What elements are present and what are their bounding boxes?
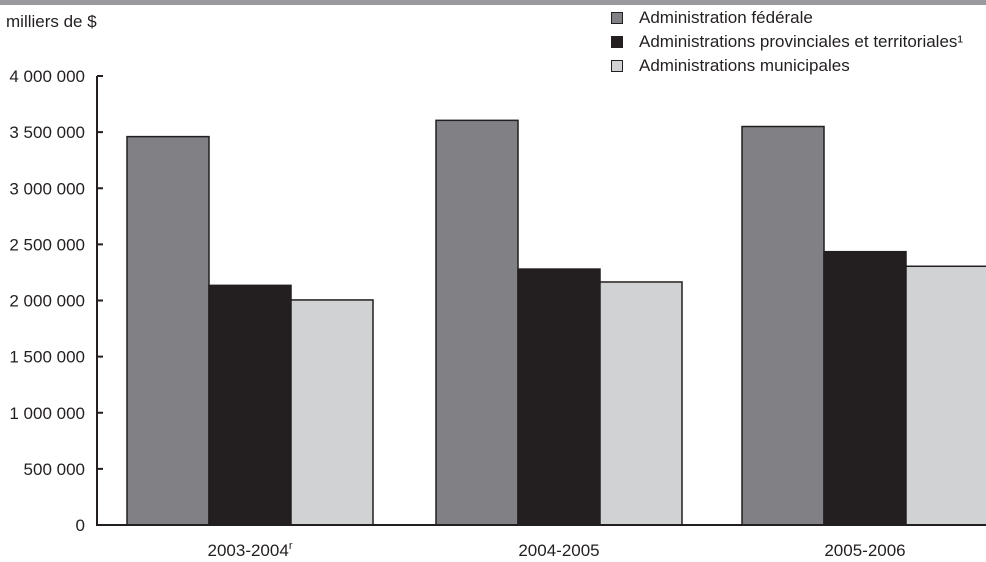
bar-federal-2004-2005	[435, 119, 519, 526]
legend-item-provincial: Administrations provinciales et territor…	[611, 30, 963, 54]
legend: Administration fédérale Administrations …	[611, 6, 963, 78]
legend-swatch-municipal	[611, 60, 623, 72]
legend-label-provincial: Administrations provinciales et territor…	[639, 32, 964, 51]
legend-item-municipal: Administrations municipales	[611, 54, 963, 78]
y-tick-label-4000000: 4 000 000	[9, 67, 85, 86]
legend-swatch-provincial	[611, 36, 623, 48]
top-rule	[0, 0, 986, 5]
bar-municipal-2005-2006	[905, 265, 986, 526]
bar-municipal-2003-2004	[290, 299, 374, 526]
legend-label-federal: Administration fédérale	[639, 8, 813, 27]
bar-provincial-2005-2006	[823, 250, 907, 526]
bar-federal-2003-2004	[126, 135, 210, 526]
bar-federal-2005-2006	[741, 125, 825, 526]
bar-provincial-2004-2005	[517, 268, 601, 526]
x-tick-label-2003-2004: 2003-2004r	[208, 540, 293, 560]
y-tick-label-2000000: 2 000 000	[9, 292, 85, 311]
y-tick-label-3500000: 3 500 000	[9, 123, 85, 142]
legend-item-federal: Administration fédérale	[611, 6, 963, 30]
y-unit-label: milliers de $	[6, 12, 97, 31]
x-tick-label-2004-2005: 2004-2005	[518, 541, 599, 560]
legend-swatch-federal	[611, 12, 623, 24]
bar-provincial-2003-2004	[208, 284, 292, 526]
x-tick-label-2005-2006: 2005-2006	[824, 541, 905, 560]
x-tick-superscript: r	[289, 540, 293, 552]
y-tick-label-0: 0	[76, 516, 85, 535]
y-tick-label-2500000: 2 500 000	[9, 235, 85, 254]
bar-municipal-2004-2005	[599, 281, 683, 526]
y-tick-label-3000000: 3 000 000	[9, 179, 85, 198]
y-tick-label-500000: 500 000	[24, 460, 85, 479]
y-tick-label-1000000: 1 000 000	[9, 404, 85, 423]
y-tick-label-1500000: 1 500 000	[9, 348, 85, 367]
legend-label-municipal: Administrations municipales	[639, 56, 850, 75]
